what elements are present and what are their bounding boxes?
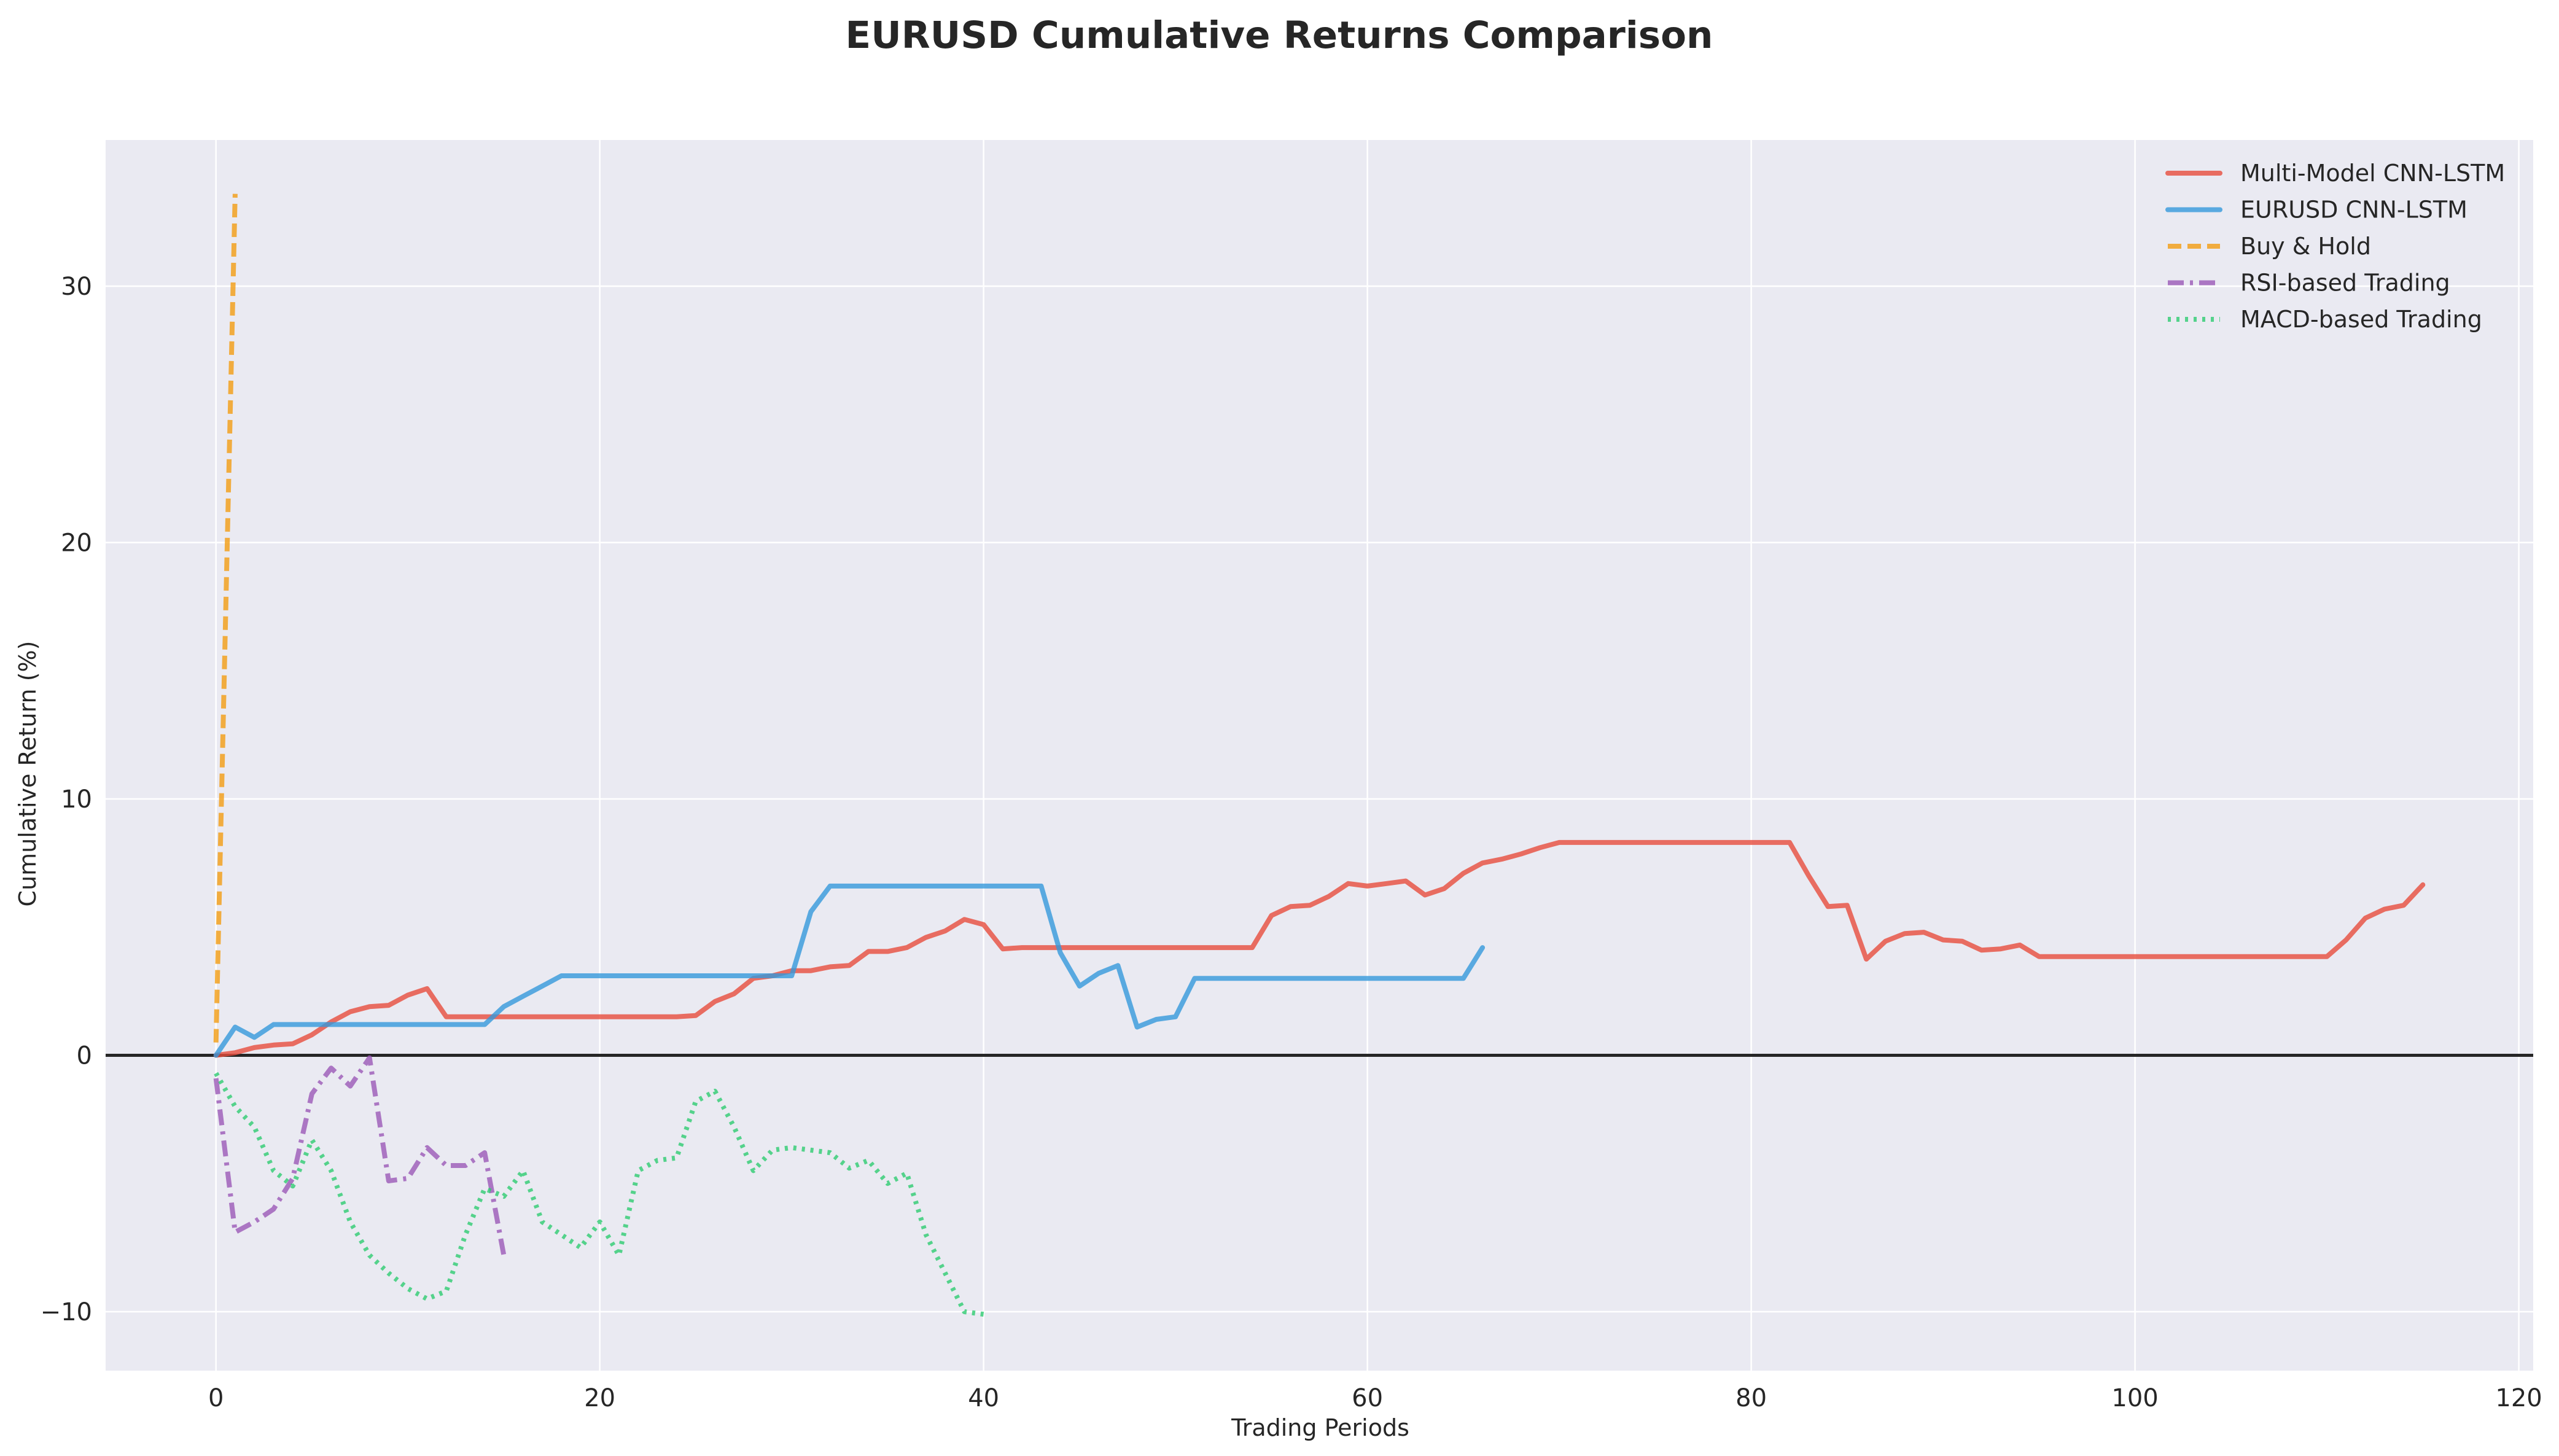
series-line-3 — [213, 193, 238, 1043]
x-tick-label: 120 — [2495, 1384, 2542, 1412]
plot-area: 0 20 40 60 80 100 120 −10 0 10 20 30 Multi-Model CNN… — [41, 140, 2542, 1412]
series-line-2 — [213, 883, 1486, 1058]
y-tick-label: 10 — [61, 785, 92, 814]
x-tick-label: 40 — [968, 1384, 999, 1412]
x-tick-label: 100 — [2111, 1384, 2158, 1412]
x-tick-label: 80 — [1735, 1384, 1767, 1412]
y-tick-label: 0 — [77, 1041, 92, 1070]
x-tick-label: 0 — [208, 1384, 224, 1412]
legend-label-1: Multi-Model CNN-LSTM — [2240, 160, 2505, 187]
y-tick-label: 20 — [61, 529, 92, 557]
x-tick-label: 20 — [584, 1384, 615, 1412]
series-line-1 — [213, 839, 2426, 1058]
y-axis-label: Cumulative Return (%) — [14, 641, 41, 907]
x-axis-label: Trading Periods — [1231, 1414, 1409, 1441]
plot-background — [106, 140, 2533, 1371]
series-line-4 — [213, 1055, 507, 1256]
legend-label-5: MACD-based Trading — [2240, 306, 2482, 333]
legend-label-3: Buy & Hold — [2240, 233, 2371, 260]
series-line-5 — [214, 1072, 984, 1317]
x-tick-label: 60 — [1352, 1384, 1383, 1412]
chart-title: EURUSD Cumulative Returns Comparison — [846, 14, 1713, 57]
y-tick-label: 30 — [61, 273, 92, 301]
legend-label-4: RSI-based Trading — [2240, 270, 2450, 297]
y-tick-label: −10 — [41, 1298, 92, 1326]
legend-label-2: EURUSD CNN-LSTM — [2240, 197, 2467, 224]
